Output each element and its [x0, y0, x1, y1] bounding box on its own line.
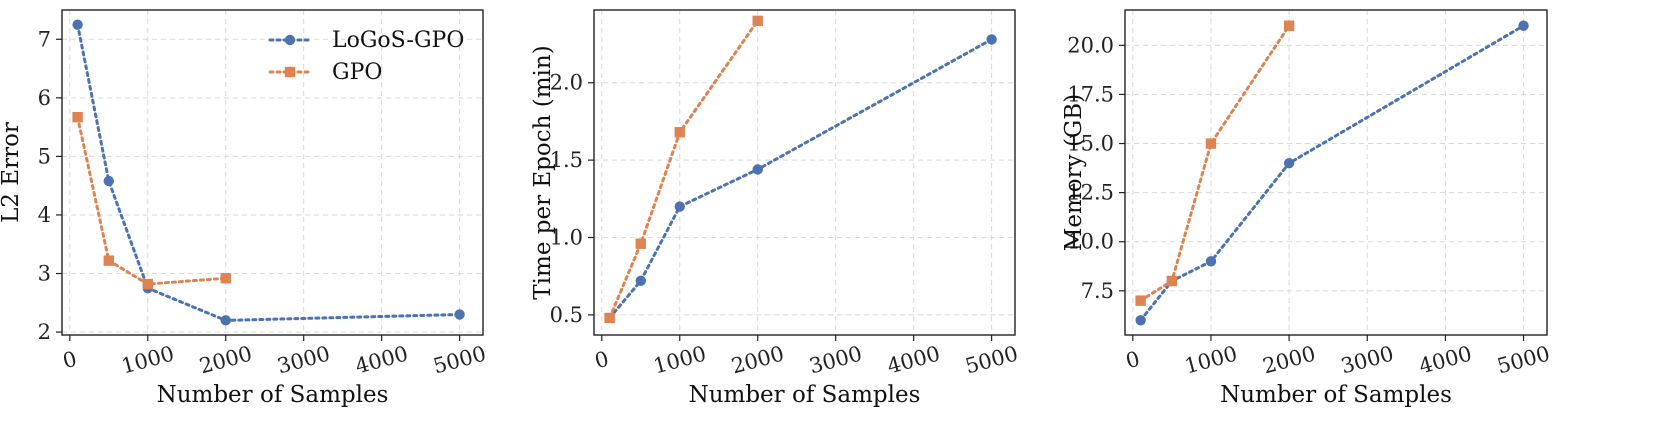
data-point-gpo	[220, 272, 231, 284]
data-point-gpo	[1166, 275, 1178, 287]
legend: LoGoS-GPO GPO	[268, 28, 464, 85]
x-tick-label: 5000	[963, 341, 1021, 378]
x-tick-label: 1000	[651, 341, 709, 378]
data-point-gpo	[635, 238, 646, 249]
data-point-logos-gpo	[103, 175, 114, 187]
data-point-gpo	[752, 15, 763, 27]
data-point-logos-gpo	[1135, 315, 1146, 326]
series-line-gpo	[1139, 24, 1291, 303]
x-tick-label: 1000	[119, 341, 177, 378]
data-point-logos-gpo	[635, 275, 646, 287]
legend-marker-square	[284, 66, 296, 78]
y-tick-label: 20.0	[1067, 33, 1114, 57]
series-line-gpo	[608, 19, 760, 320]
series-line-logos-gpo	[608, 37, 994, 320]
data-point-gpo	[142, 278, 153, 290]
x-tick-label: 4000	[1416, 341, 1474, 378]
y-axis-label: Time per Epoch (min)	[530, 45, 556, 299]
chart-panel-3: 0 1000 2000 3000 4000 5000 7.5 10.0 12.5 15.0 17.5…	[1061, 9, 1553, 408]
data-point-gpo	[1283, 20, 1295, 31]
series-line-logos-gpo	[1139, 24, 1526, 322]
data-point-gpo	[674, 127, 685, 138]
x-axis-label: Number of Samples	[1220, 382, 1452, 408]
y-tick-label: 5	[38, 144, 51, 168]
x-tick-label: 3000	[275, 341, 333, 378]
y-tick-label: 6	[38, 86, 51, 110]
data-point-logos-gpo	[220, 315, 231, 326]
x-tick-label: 1000	[1182, 341, 1240, 378]
legend-label-logos-gpo: LoGoS-GPO	[332, 28, 464, 53]
data-point-gpo	[103, 255, 114, 266]
data-point-logos-gpo	[674, 201, 685, 212]
y-tick-label: 3	[38, 262, 51, 286]
y-tick-label: 2	[38, 320, 51, 344]
x-tick-label: 5000	[1495, 341, 1553, 378]
data-point-logos-gpo	[454, 309, 465, 320]
y-tick-label: 12.5	[1067, 181, 1114, 205]
data-point-gpo	[72, 111, 83, 123]
x-axis-label: Number of Samples	[157, 382, 389, 408]
y-axis-label: Memory (GB)	[1061, 94, 1087, 251]
data-point-logos-gpo	[1518, 20, 1529, 31]
data-point-gpo	[1135, 295, 1146, 306]
data-point-logos-gpo	[752, 164, 763, 175]
data-point-gpo	[604, 312, 615, 324]
legend-label-gpo: GPO	[332, 60, 382, 85]
x-tick-label: 3000	[1338, 341, 1396, 378]
plot-frame	[1124, 9, 1548, 336]
y-tick-label: 1.5	[550, 148, 583, 172]
data-point-logos-gpo	[986, 34, 997, 45]
data-point-logos-gpo	[72, 19, 83, 30]
y-tick-label: 17.5	[1067, 82, 1114, 106]
data-point-logos-gpo	[1283, 157, 1295, 169]
series-line-gpo	[76, 115, 228, 286]
data-point-logos-gpo	[1205, 256, 1217, 267]
y-tick-label: 7.5	[1081, 279, 1114, 303]
plot-frame	[593, 9, 1016, 336]
legend-marker-circle	[284, 34, 296, 46]
data-point-gpo	[1205, 138, 1217, 149]
x-tick-label: 0	[1123, 347, 1142, 374]
x-tick-label: 3000	[807, 341, 865, 378]
y-tick-label: 1.0	[550, 226, 583, 250]
plot-frame	[61, 9, 484, 336]
x-tick-label: 0	[592, 347, 611, 374]
x-tick-label: 2000	[1260, 341, 1318, 378]
x-tick-label: 0	[60, 347, 79, 374]
y-tick-label: 15.0	[1067, 132, 1114, 156]
y-tick-label: 7	[38, 27, 51, 51]
x-axis-label: Number of Samples	[689, 382, 921, 408]
x-tick-label: 4000	[885, 341, 943, 378]
y-tick-label: 2.0	[550, 71, 583, 95]
x-tick-label: 5000	[431, 341, 489, 378]
chart-panel-1: 0 1000 2000 3000 4000 5000 2 3 4 5 6 7 Number of Sam…	[0, 9, 489, 408]
x-tick-label: 4000	[353, 341, 411, 378]
x-tick-label: 2000	[729, 341, 787, 378]
chart-panel-2: 0 1000 2000 3000 4000 5000 0.5 1.0 1.5 2.0 Number …	[530, 9, 1021, 408]
y-axis-label: L2 Error	[0, 122, 24, 223]
x-tick-label: 2000	[197, 341, 255, 378]
y-tick-label: 4	[38, 203, 51, 227]
y-tick-label: 0.5	[550, 303, 583, 327]
y-tick-label: 10.0	[1067, 230, 1114, 254]
